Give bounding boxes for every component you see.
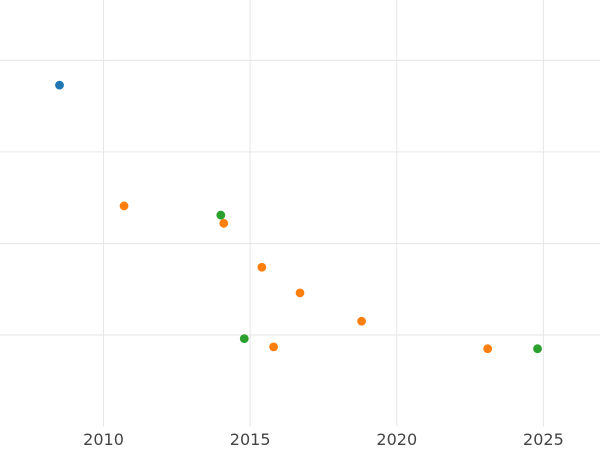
series-green-point	[239, 334, 249, 344]
series-orange-point	[119, 201, 129, 211]
series-orange-point	[295, 288, 305, 298]
series-orange-point	[483, 344, 493, 354]
series-orange-point	[219, 218, 229, 228]
series-orange-point	[269, 342, 279, 352]
x-tick-label: 2010	[83, 430, 124, 449]
series-green-point	[216, 210, 226, 220]
x-tick-label: 2015	[230, 430, 271, 449]
x-tick-label: 2020	[376, 430, 417, 449]
series-green-point	[533, 344, 542, 354]
series-orange-point	[357, 316, 366, 326]
series-blue-point	[55, 80, 64, 90]
series-orange-point	[257, 262, 267, 272]
x-tick-label: 2025	[523, 430, 564, 449]
